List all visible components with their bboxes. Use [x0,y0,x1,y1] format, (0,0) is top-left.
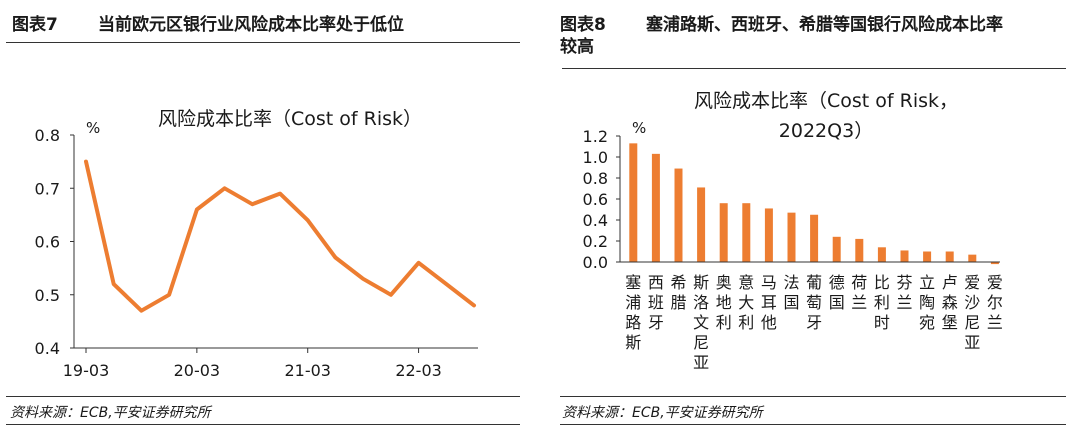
bar-chart-x-label: 马耳他 [761,273,777,332]
bar-chart-x-label: 意大利 [738,273,754,332]
line-chart: 风险成本比率（Cost of Risk） % 0.8 0.7 0.6 0.5 0.4 1… [35,108,478,380]
right-source-rule-top [560,396,1066,397]
line-chart-y-tick-label: 0.8 [35,126,60,145]
right-figure-header: 图表8 塞浦路斯、西班牙、希腊等国银行风险成本比率 较高 [560,14,1060,58]
line-chart-point [139,309,144,313]
bar-chart-y-tick-label: 0.8 [583,169,608,188]
line-chart-point [84,160,88,164]
bar-chart-x-label: 比利时 [874,273,890,332]
bar-chart-bar [651,153,660,262]
right-header-rule [562,68,1066,69]
line-chart-x-tick-label: 22-03 [395,361,442,380]
bar-chart-bar [923,251,932,262]
bar-chart-bar [810,214,819,262]
bar-chart-x-label: 奥地利 [716,273,732,332]
right-source-note: 资料来源：ECB,平安证券研究所 [562,405,763,421]
bar-chart-bar [832,236,841,262]
bar-chart-x-label: 立陶宛 [919,273,935,332]
bar-chart-x-label: 葡萄牙 [806,273,822,332]
right-source-rule-bottom [560,424,1066,425]
bar-chart-title-line1: 风险成本比率（Cost of Risk， [694,90,958,112]
bar-chart-x-label: 法国 [783,273,799,312]
line-chart-point [278,191,282,196]
bar-chart-bar [968,254,977,262]
line-chart-y-tick-label: 0.4 [35,339,60,358]
bar-chart-x-label: 德国 [829,273,845,312]
bar-chart-x-label: 爱尔兰 [987,273,1003,332]
left-source-rule-top [6,396,520,397]
line-chart-y-tick-label: 0.7 [35,179,60,198]
bar-chart-x-label: 塞浦路斯 [625,273,641,352]
bar-chart-bar [787,212,796,262]
line-chart-point [112,282,116,286]
bar-chart: 风险成本比率（Cost of Risk， 2022Q3） % 1.2 1.0 0.8… [583,90,1003,372]
right-figure-title-line2: 较高 [560,37,594,57]
bar-chart-y-tick-label: 0.0 [583,253,608,272]
line-chart-point [306,218,310,222]
bar-chart-y-tick-label: 0.2 [583,232,608,251]
bar-chart-bar [764,208,773,262]
right-figure-number: 图表8 [560,15,606,35]
left-figure-panel: 图表7 当前欧元区银行业风险成本比率处于低位 风险成本比率（Cost of Ris… [0,0,520,432]
line-chart-point [444,282,448,286]
line-chart-x-tick-label: 21-03 [284,361,331,380]
line-chart-point [222,186,227,190]
line-chart-y-tick-label: 0.6 [35,233,60,252]
left-source-note: 资料来源：ECB,平安证券研究所 [10,405,211,421]
left-figure-header: 图表7 当前欧元区银行业风险成本比率处于低位 [12,14,514,36]
bar-chart-bar [629,143,638,262]
bar-chart-x-label: 爱沙尼亚 [964,273,980,352]
bar-chart-x-label: 斯洛文尼亚 [693,273,709,372]
left-header-rule [6,42,520,43]
bar-chart-title-line2: 2022Q3） [779,120,873,142]
bar-chart-bar [877,247,886,262]
left-source-rule-bottom [6,424,520,425]
right-figure-panel: 图表8 塞浦路斯、西班牙、希腊等国银行风险成本比率 较高 风险成本比率（Cost … [556,0,1066,432]
line-chart-point [195,207,199,212]
line-chart-point [361,277,365,281]
bar-chart-y-tick-label: 0.4 [583,211,608,230]
left-figure-number: 图表7 [12,15,58,35]
bar-chart-y-unit: % [632,119,646,137]
line-chart-point [167,293,171,297]
bar-chart-bar [855,238,864,262]
bar-chart-x-label: 芬兰 [896,273,912,312]
line-chart-y-tick-label: 0.5 [35,286,60,305]
bar-chart-y-tick-label: 1.0 [583,148,608,167]
line-chart-x-tick-label: 19-03 [63,361,110,380]
bar-chart-bar [900,250,909,262]
bar-chart-y-tick-label: 1.2 [583,127,608,146]
line-chart-y-unit: % [86,119,100,137]
line-chart-point [389,293,393,297]
bar-chart-x-label: 荷兰 [851,273,867,312]
line-chart-point [333,255,338,260]
line-chart-point [416,261,421,265]
right-figure-title-line1: 塞浦路斯、西班牙、希腊等国银行风险成本比率 [646,15,1003,35]
line-chart-title: 风险成本比率（Cost of Risk） [158,108,422,130]
bar-chart-bar [990,262,999,265]
bar-chart-bar [674,168,683,262]
line-chart-point [250,202,254,206]
bar-chart-bar [719,203,728,262]
bar-chart-y-tick-label: 0.6 [583,190,608,209]
bar-chart-x-label: 卢森堡 [942,273,958,332]
line-chart-x-tick-label: 20-03 [174,361,221,380]
bar-chart-bar [945,251,954,262]
bar-chart-bar [742,203,751,262]
line-series-cost-of-risk [84,159,476,313]
line-chart-point [472,303,476,307]
bar-chart-x-label: 西班牙 [648,273,664,332]
bar-chart-x-label: 希腊 [670,273,686,312]
left-figure-title: 当前欧元区银行业风险成本比率处于低位 [98,15,404,35]
bar-chart-bar [697,187,706,262]
